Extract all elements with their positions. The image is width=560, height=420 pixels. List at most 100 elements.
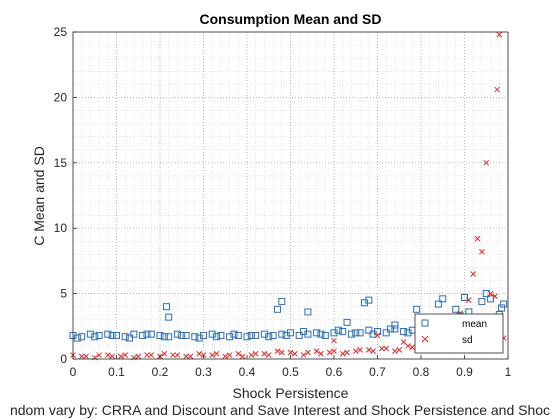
data-point-stroke xyxy=(470,271,477,277)
data-point-mean xyxy=(387,325,395,333)
data-point-sd xyxy=(135,353,142,360)
data-point-stroke xyxy=(492,293,498,300)
data-point-mean xyxy=(178,331,186,339)
data-point-stroke xyxy=(331,348,337,355)
data-point-sd xyxy=(161,350,168,357)
data-point-stroke xyxy=(287,349,294,356)
data-point-sd xyxy=(261,350,268,357)
data-point-mean xyxy=(121,333,129,341)
data-point-mean xyxy=(347,330,355,338)
data-point-stroke xyxy=(326,349,333,356)
data-point-sd xyxy=(496,31,503,38)
data-point-sd xyxy=(174,352,181,358)
data-point-sd xyxy=(170,352,176,358)
data-point-sd xyxy=(305,349,311,356)
data-point-stroke xyxy=(265,352,272,358)
x-tick-label: 0.8 xyxy=(413,365,430,379)
data-point-sd xyxy=(104,352,111,358)
x-axis-label: Shock Persistence xyxy=(233,385,349,401)
data-point-stroke xyxy=(483,159,490,166)
data-point-stroke xyxy=(174,352,181,358)
data-point-stroke xyxy=(396,346,403,353)
data-point-stroke xyxy=(405,343,411,349)
data-point-mean xyxy=(130,330,138,338)
data-point-sd xyxy=(183,353,189,360)
data-point-mean xyxy=(156,331,164,339)
y-tick-label: 25 xyxy=(54,25,68,39)
data-point-mean xyxy=(213,333,221,341)
data-point-stroke xyxy=(109,353,116,360)
data-point-stroke xyxy=(144,352,150,358)
data-point-sd xyxy=(370,348,377,355)
data-point-stroke xyxy=(357,346,363,353)
data-point-sd xyxy=(209,352,216,358)
data-point-sd xyxy=(326,349,333,356)
data-point-mean xyxy=(404,329,412,337)
data-point-mean xyxy=(487,295,495,303)
data-point-stroke xyxy=(400,339,407,345)
data-point-sd xyxy=(344,349,350,356)
data-point-mean xyxy=(147,330,155,338)
data-point-mean xyxy=(160,333,168,341)
data-point-mean xyxy=(500,300,508,308)
data-point-sd xyxy=(331,348,337,355)
data-point-sd xyxy=(213,350,220,357)
data-point-stroke xyxy=(318,350,324,357)
data-point-mean xyxy=(413,305,421,313)
data-point-stroke xyxy=(331,337,337,344)
data-point-stroke xyxy=(274,348,281,355)
data-point-stroke xyxy=(305,349,311,356)
data-point-sd xyxy=(465,297,472,303)
y-tick-label: 20 xyxy=(54,90,68,104)
x-tick-label: 0.1 xyxy=(108,365,125,379)
data-point-stroke xyxy=(465,297,472,303)
x-tick-label: 0.6 xyxy=(326,365,343,379)
data-point-stroke xyxy=(83,353,89,360)
y-tick-label: 0 xyxy=(60,352,67,366)
data-point-mean xyxy=(163,303,171,311)
data-point-stroke xyxy=(148,352,155,358)
data-point-stroke xyxy=(78,353,85,360)
data-point-stroke xyxy=(104,352,111,358)
x-tick-label: 0.4 xyxy=(239,365,256,379)
data-point-sd xyxy=(83,353,89,360)
y-tick-label: 5 xyxy=(60,287,67,301)
x-tick-label: 0.3 xyxy=(195,365,212,379)
data-point-stroke xyxy=(479,248,485,255)
plot-area xyxy=(73,32,508,359)
data-point-sd xyxy=(300,352,307,358)
data-point-sd xyxy=(187,353,194,360)
data-point-sd xyxy=(144,352,150,358)
data-point-sd xyxy=(400,339,407,345)
data-point-sd xyxy=(248,352,255,358)
data-point-sd xyxy=(331,337,337,344)
data-point-stroke xyxy=(409,344,416,351)
data-point-mean xyxy=(273,305,281,313)
data-point-mean xyxy=(243,333,251,341)
data-point-sd xyxy=(470,271,477,277)
data-point-mean xyxy=(230,330,238,338)
chart-title: Consumption Mean and SD xyxy=(200,11,382,27)
data-point-stroke xyxy=(187,353,194,360)
legend-mean-label: mean xyxy=(462,319,487,330)
y-tick-label: 10 xyxy=(54,221,68,235)
data-point-mean xyxy=(191,333,199,341)
data-point-mean xyxy=(269,331,277,339)
data-point-stroke xyxy=(392,348,398,355)
data-point-mean xyxy=(439,295,447,303)
data-point-mean xyxy=(482,290,490,298)
data-point-mean xyxy=(234,331,242,339)
data-point-mean xyxy=(139,331,147,339)
data-point-sd xyxy=(313,348,320,355)
data-point-mean xyxy=(391,325,399,333)
data-point-mean xyxy=(365,296,373,304)
x-tick-label: 0.7 xyxy=(369,365,386,379)
data-point-stroke xyxy=(226,352,233,358)
data-point-mean xyxy=(282,331,290,339)
data-point-sd xyxy=(265,352,272,358)
data-point-sd xyxy=(222,353,229,360)
data-point-mean xyxy=(304,308,312,316)
series-mean xyxy=(69,290,508,342)
data-point-mean xyxy=(278,330,286,338)
data-point-stroke xyxy=(209,352,216,358)
